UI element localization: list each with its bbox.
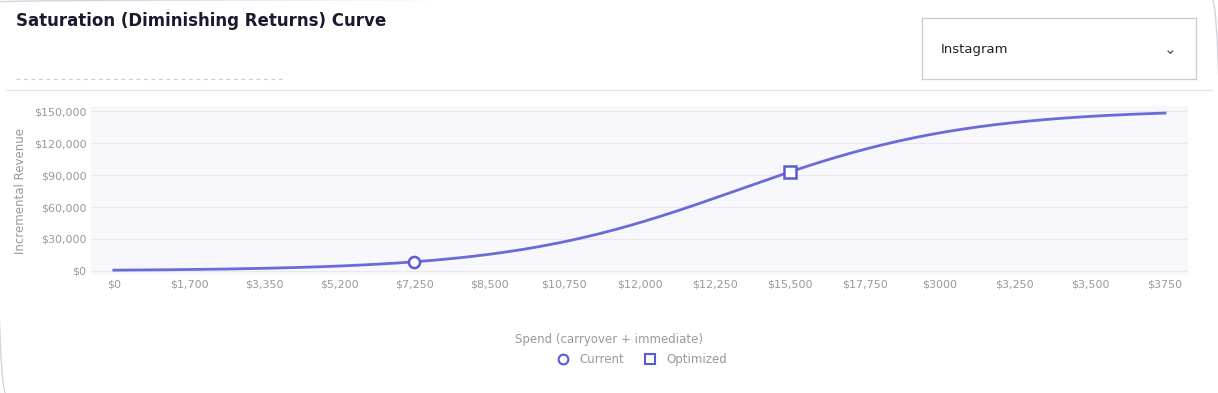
Text: Saturation (Diminishing Returns) Curve: Saturation (Diminishing Returns) Curve bbox=[16, 12, 386, 30]
Text: ⌄: ⌄ bbox=[1164, 42, 1177, 57]
Text: Spend (carryover + immediate): Spend (carryover + immediate) bbox=[515, 333, 703, 347]
Legend: Current, Optimized: Current, Optimized bbox=[547, 348, 732, 371]
Text: Instagram: Instagram bbox=[942, 43, 1009, 56]
Y-axis label: Incremental Revenue: Incremental Revenue bbox=[13, 128, 27, 253]
